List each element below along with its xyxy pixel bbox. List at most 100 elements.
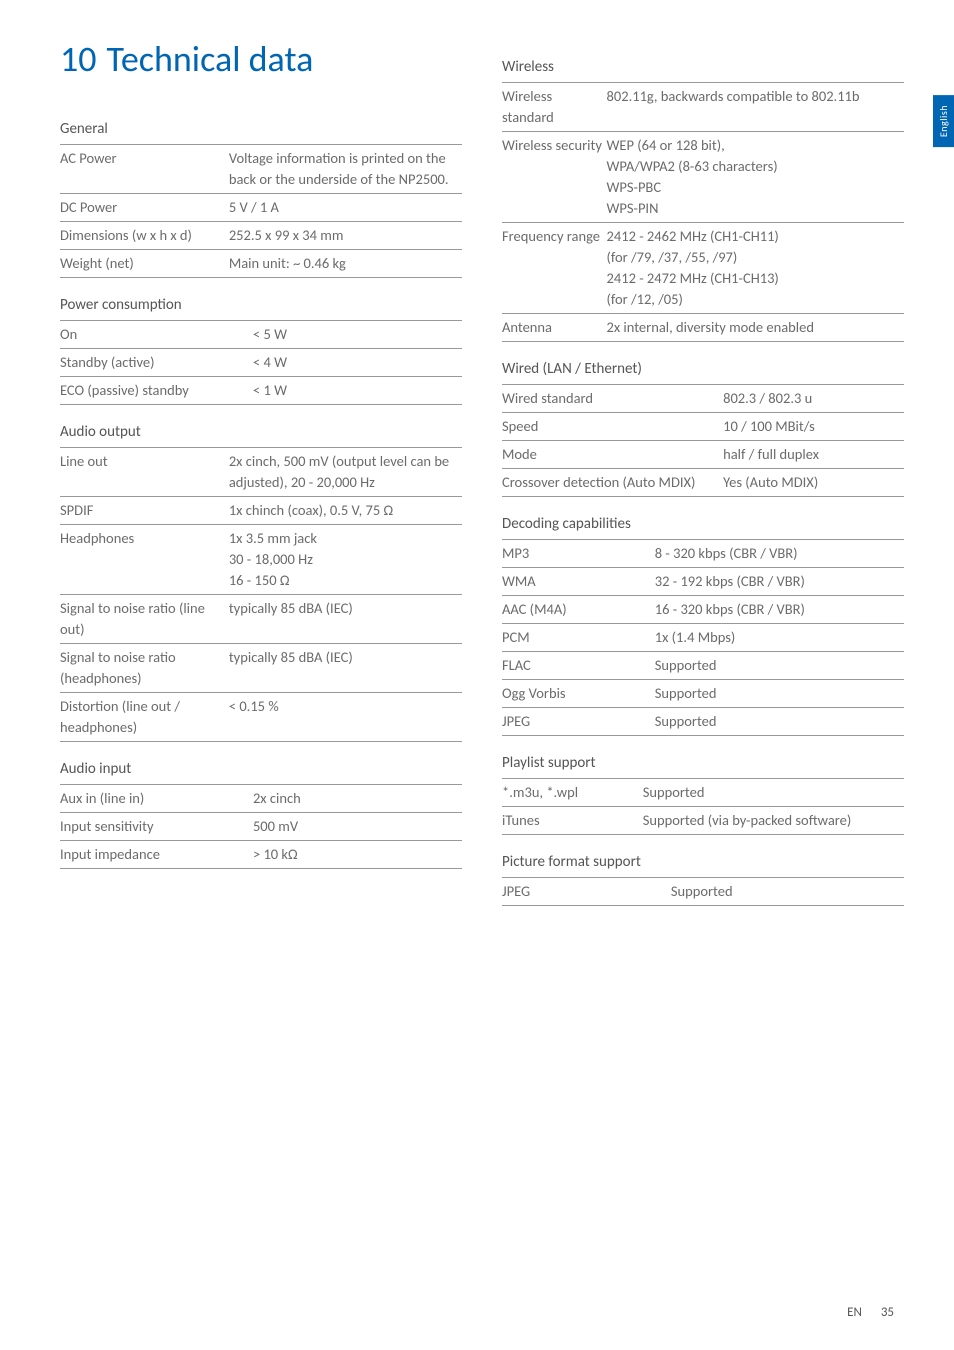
spec-label: Wireless standard — [502, 83, 607, 132]
spec-label: AAC (M4A) — [502, 596, 655, 624]
table-row: Aux in (line in)2x cinch — [60, 784, 462, 812]
spec-value: Voltage information is printed on the ba… — [229, 144, 462, 193]
spec-label: Aux in (line in) — [60, 784, 253, 812]
spec-value: half / full duplex — [723, 441, 904, 469]
spec-label: Weight (net) — [60, 249, 229, 277]
spec-label: Antenna — [502, 314, 607, 342]
table-row: Input impedance> 10 kΩ — [60, 840, 462, 868]
table-row: Standby (active)< 4 W — [60, 348, 462, 376]
table-row: FLACSupported — [502, 652, 904, 680]
table-row: SPDIF1x chinch (coax), 0.5 V, 75 Ω — [60, 496, 462, 524]
section-title-audio-in: Audio input — [60, 760, 462, 778]
spec-label: iTunes — [502, 807, 643, 835]
spec-value: 1x chinch (coax), 0.5 V, 75 Ω — [229, 496, 462, 524]
table-row: JPEGSupported — [502, 708, 904, 736]
spec-value: 802.3 / 802.3 u — [723, 385, 904, 413]
left-column: 10Technical data General AC PowerVoltage… — [60, 40, 462, 906]
spec-label: WMA — [502, 568, 655, 596]
table-row: DC Power5 V / 1 A — [60, 193, 462, 221]
table-row: Headphones1x 3.5 mm jack 30 - 18,000 Hz … — [60, 524, 462, 594]
table-row: Modehalf / full duplex — [502, 441, 904, 469]
spec-value: 8 - 320 kbps (CBR / VBR) — [655, 540, 904, 568]
spec-label: Input impedance — [60, 840, 253, 868]
spec-value: 1x 3.5 mm jack 30 - 18,000 Hz 16 - 150 Ω — [229, 524, 462, 594]
spec-label: Signal to noise ratio (line out) — [60, 594, 229, 643]
table-wired: Wired standard802.3 / 802.3 uSpeed10 / 1… — [502, 384, 904, 497]
spec-label: Input sensitivity — [60, 812, 253, 840]
section-title-wireless: Wireless — [502, 58, 904, 76]
spec-value: 2412 - 2462 MHz (CH1-CH11) (for /79, /37… — [607, 223, 904, 314]
spec-value: Supported (via by-packed software) — [643, 807, 904, 835]
table-picture: JPEGSupported — [502, 877, 904, 906]
table-row: Distortion (line out / headphones)< 0.15… — [60, 692, 462, 741]
spec-label: JPEG — [502, 708, 655, 736]
table-row: iTunesSupported (via by-packed software) — [502, 807, 904, 835]
spec-value: 802.11g, backwards compatible to 802.11b — [607, 83, 904, 132]
table-row: Input sensitivity500 mV — [60, 812, 462, 840]
section-title-wired: Wired (LAN / Ethernet) — [502, 360, 904, 378]
spec-label: Mode — [502, 441, 723, 469]
chapter-heading: 10Technical data — [60, 40, 462, 80]
table-row: Frequency range2412 - 2462 MHz (CH1-CH11… — [502, 223, 904, 314]
spec-label: Dimensions (w x h x d) — [60, 221, 229, 249]
spec-value: 16 - 320 kbps (CBR / VBR) — [655, 596, 904, 624]
table-row: MP38 - 320 kbps (CBR / VBR) — [502, 540, 904, 568]
table-row: Signal to noise ratio (headphones)typica… — [60, 643, 462, 692]
spec-label: *.m3u, *.wpl — [502, 779, 643, 807]
spec-label: DC Power — [60, 193, 229, 221]
section-title-playlist: Playlist support — [502, 754, 904, 772]
table-row: Crossover detection (Auto MDIX)Yes (Auto… — [502, 469, 904, 497]
table-row: WMA32 - 192 kbps (CBR / VBR) — [502, 568, 904, 596]
table-row: Wired standard802.3 / 802.3 u — [502, 385, 904, 413]
table-audio-in: Aux in (line in)2x cinchInput sensitivit… — [60, 784, 462, 869]
footer-page-number: 35 — [881, 1305, 894, 1320]
table-row: Speed10 / 100 MBit/s — [502, 413, 904, 441]
table-decoding: MP38 - 320 kbps (CBR / VBR)WMA32 - 192 k… — [502, 539, 904, 736]
spec-label: SPDIF — [60, 496, 229, 524]
table-playlist: *.m3u, *.wplSupportediTunesSupported (vi… — [502, 778, 904, 835]
table-row: Wireless standard802.11g, backwards comp… — [502, 83, 904, 132]
spec-value: 2x cinch — [253, 784, 462, 812]
spec-label: On — [60, 320, 253, 348]
table-row: On< 5 W — [60, 320, 462, 348]
spec-value: Supported — [655, 708, 904, 736]
table-row: ECO (passive) standby< 1 W — [60, 376, 462, 404]
table-row: Weight (net)Main unit: ~ 0.46 kg — [60, 249, 462, 277]
spec-label: Ogg Vorbis — [502, 680, 655, 708]
table-row: AC PowerVoltage information is printed o… — [60, 144, 462, 193]
spec-value: 5 V / 1 A — [229, 193, 462, 221]
spec-label: Headphones — [60, 524, 229, 594]
spec-value: 252.5 x 99 x 34 mm — [229, 221, 462, 249]
table-general: AC PowerVoltage information is printed o… — [60, 144, 462, 278]
spec-label: ECO (passive) standby — [60, 376, 253, 404]
spec-label: Signal to noise ratio (headphones) — [60, 643, 229, 692]
spec-label: Line out — [60, 447, 229, 496]
spec-value: 1x (1.4 Mbps) — [655, 624, 904, 652]
table-power: On< 5 WStandby (active)< 4 WECO (passive… — [60, 320, 462, 405]
chapter-title: Technical data — [107, 37, 314, 81]
spec-label: Wireless security — [502, 132, 607, 223]
spec-label: Wired standard — [502, 385, 723, 413]
chapter-number: 10 — [60, 37, 97, 81]
spec-value: < 0.15 % — [229, 692, 462, 741]
spec-label: Crossover detection (Auto MDIX) — [502, 469, 723, 497]
section-title-picture: Picture format support — [502, 853, 904, 871]
table-wireless: Wireless standard802.11g, backwards comp… — [502, 82, 904, 342]
spec-value: 500 mV — [253, 812, 462, 840]
spec-value: < 5 W — [253, 320, 462, 348]
spec-label: MP3 — [502, 540, 655, 568]
table-row: Dimensions (w x h x d)252.5 x 99 x 34 mm — [60, 221, 462, 249]
table-row: PCM1x (1.4 Mbps) — [502, 624, 904, 652]
page-footer: EN 35 — [847, 1305, 894, 1320]
table-row: Ogg VorbisSupported — [502, 680, 904, 708]
section-title-decoding: Decoding capabilities — [502, 515, 904, 533]
table-audio-out: Line out2x cinch, 500 mV (output level c… — [60, 447, 462, 742]
section-title-audio-out: Audio output — [60, 423, 462, 441]
table-row: JPEGSupported — [502, 878, 904, 906]
spec-value: Supported — [655, 680, 904, 708]
spec-value: < 1 W — [253, 376, 462, 404]
spec-label: Standby (active) — [60, 348, 253, 376]
spec-value: Main unit: ~ 0.46 kg — [229, 249, 462, 277]
table-row: *.m3u, *.wplSupported — [502, 779, 904, 807]
spec-label: Speed — [502, 413, 723, 441]
